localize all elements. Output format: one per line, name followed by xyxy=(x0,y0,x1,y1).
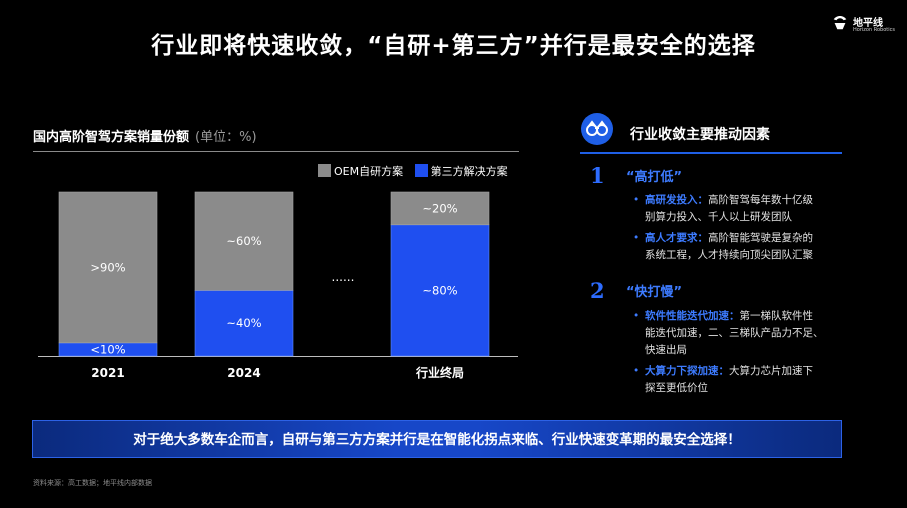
legend-label-oem: OEM自研方案 xyxy=(334,165,404,178)
bullet-item: • 高人才要求：高阶智能驾驶是复杂的 系统工程，人才持续向顶尖团队汇聚 xyxy=(633,230,813,264)
data-label: >90% xyxy=(90,260,125,274)
bar-segment xyxy=(58,191,158,344)
bullet-text: 探至更低价位 xyxy=(645,382,708,394)
legend-label-third-party: 第三方解决方案 xyxy=(430,165,508,178)
bullet-text: 高阶智驾每年数十亿级 xyxy=(708,194,813,206)
chart-title-rule xyxy=(33,151,519,152)
bar-segment xyxy=(194,191,294,291)
chart-title-text: 国内高阶智驾方案销量份额 xyxy=(33,130,190,145)
bullet-text: 大算力芯片加速下 xyxy=(729,365,813,377)
bullet-item: • 高研发投入：高阶智驾每年数十亿级 别算力投入、千人以上研发团队 xyxy=(633,192,813,226)
bar-segment xyxy=(194,290,294,357)
legend-swatch-oem xyxy=(318,164,331,177)
legend-item-oem: OEM自研方案 xyxy=(318,163,403,179)
bullet-key: 高研发投入： xyxy=(645,194,708,206)
chart-unit: (单位：%) xyxy=(195,130,257,145)
section-title: “高打低” xyxy=(626,170,683,185)
data-label: ~40% xyxy=(226,316,261,330)
bullet-text: 快速出局 xyxy=(645,344,687,356)
ellipsis-label: ...... xyxy=(332,270,355,284)
bullet-item: • 大算力下探加速：大算力芯片加速下 探至更低价位 xyxy=(633,363,813,397)
bullet-text: 系统工程，人才持续向顶尖团队汇聚 xyxy=(645,249,813,261)
bullet-text: 能迭代加速，二、三梯队产品力不足、 xyxy=(645,327,824,339)
section-number: 1 xyxy=(590,163,605,188)
data-label: <10% xyxy=(90,342,125,356)
bullet-text: 第一梯队软件性 xyxy=(739,310,814,322)
slide-title: 行业即将快速收敛，“自研+第三方”并行是最安全的选择 xyxy=(151,33,756,59)
chart-legend: OEM自研方案 第三方解决方案 xyxy=(318,163,516,179)
source-note: 资料来源：高工数据；地平线内部数据 xyxy=(33,479,152,487)
horizon-logo-mark-icon xyxy=(833,16,847,30)
bullet-item: • 软件性能迭代加速：第一梯队软件性 能迭代加速，二、三梯队产品力不足、 快速出… xyxy=(633,308,824,359)
panel-badge xyxy=(581,113,613,145)
bullet-dot: • xyxy=(633,232,640,244)
bar-segment xyxy=(390,224,490,357)
x-tick-label: 行业终局 xyxy=(415,365,464,380)
legend-swatch-third-party xyxy=(414,164,428,177)
bullet-text: 高阶智能驾驶是复杂的 xyxy=(708,232,813,244)
bullet-key: 软件性能迭代加速： xyxy=(645,310,740,322)
data-label: ~80% xyxy=(422,283,457,297)
bullet-key: 高人才要求： xyxy=(645,232,708,244)
panel-title: 行业收敛主要推动因素 xyxy=(630,127,770,143)
section-title: “快打慢” xyxy=(626,285,683,300)
bullet-text: 别算力投入、千人以上研发团队 xyxy=(645,211,792,223)
conclusion-banner: 对于绝大多数车企而言，自研与第三方方案并行是在智能化拐点来临、行业快速变革期的最… xyxy=(32,420,842,458)
logo-name: 地平线 xyxy=(853,18,883,29)
bar-segment xyxy=(390,191,490,226)
bullet-dot: • xyxy=(633,310,640,322)
section-number: 2 xyxy=(590,278,605,303)
panel-title-rule xyxy=(580,152,842,154)
legend-item-third-party: 第三方解决方案 xyxy=(414,163,508,179)
bullet-dot: • xyxy=(633,194,640,206)
bullet-key: 大算力下探加速： xyxy=(645,365,729,377)
logo-subtitle: Horizon Robotics xyxy=(853,27,895,33)
data-label: ~20% xyxy=(422,201,457,215)
x-tick-label: 2024 xyxy=(227,366,260,380)
chart-title: 国内高阶智驾方案销量份额 (单位：%) xyxy=(33,126,257,145)
horizon-logo: 地平线 Horizon Robotics xyxy=(831,12,897,38)
data-label: ~60% xyxy=(226,234,261,248)
binoculars-icon xyxy=(586,120,608,136)
bullet-dot: • xyxy=(633,365,640,377)
x-tick-label: 2021 xyxy=(91,366,124,380)
